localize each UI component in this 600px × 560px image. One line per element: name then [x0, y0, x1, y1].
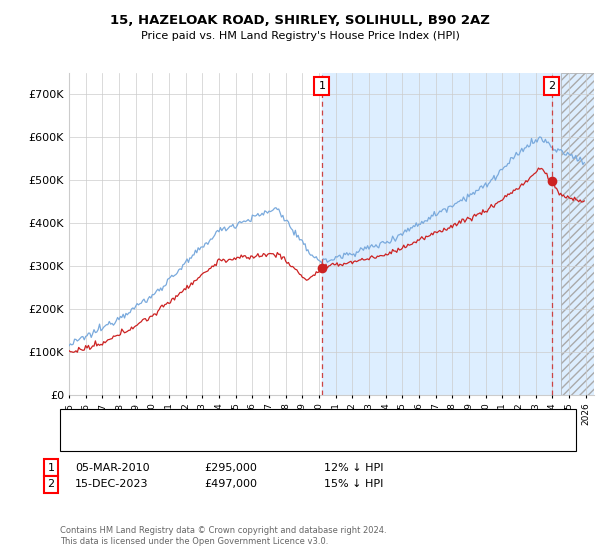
Text: 2: 2 — [548, 81, 555, 91]
Text: £295,000: £295,000 — [204, 463, 257, 473]
Text: £497,000: £497,000 — [204, 479, 257, 489]
Bar — [560, 73, 594, 395]
Text: 15% ↓ HPI: 15% ↓ HPI — [324, 479, 383, 489]
Text: 12% ↓ HPI: 12% ↓ HPI — [324, 463, 383, 473]
Text: 15-DEC-2023: 15-DEC-2023 — [75, 479, 149, 489]
Text: 15, HAZELOAK ROAD, SHIRLEY, SOLIHULL, B90 2AZ: 15, HAZELOAK ROAD, SHIRLEY, SOLIHULL, B9… — [110, 14, 490, 27]
Text: Price paid vs. HM Land Registry's House Price Index (HPI): Price paid vs. HM Land Registry's House … — [140, 31, 460, 41]
Text: 2: 2 — [47, 479, 55, 489]
Text: 05-MAR-2010: 05-MAR-2010 — [75, 463, 149, 473]
Text: 1: 1 — [47, 463, 55, 473]
Bar — [560, 73, 594, 395]
Text: HPI: Average price, detached house, Solihull: HPI: Average price, detached house, Soli… — [105, 434, 336, 444]
Bar — [322, 73, 594, 395]
Text: 1: 1 — [319, 81, 325, 91]
Text: Contains HM Land Registry data © Crown copyright and database right 2024.
This d: Contains HM Land Registry data © Crown c… — [60, 526, 386, 546]
Text: 15, HAZELOAK ROAD, SHIRLEY, SOLIHULL, B90 2AZ (detached house): 15, HAZELOAK ROAD, SHIRLEY, SOLIHULL, B9… — [105, 416, 467, 426]
